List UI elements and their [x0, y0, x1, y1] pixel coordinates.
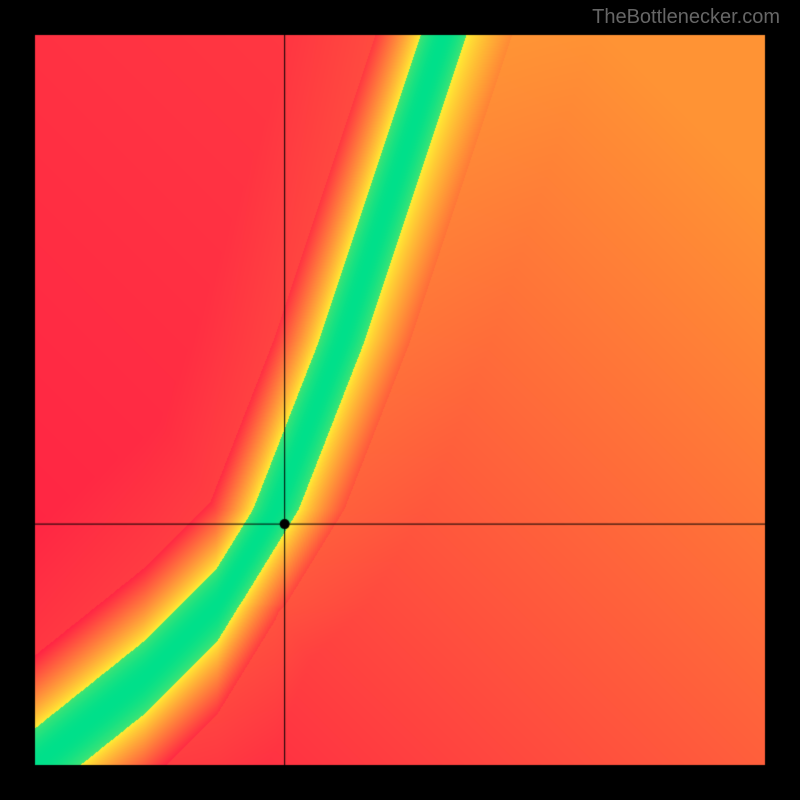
- chart-container: TheBottlenecker.com: [0, 0, 800, 800]
- heatmap-canvas: [0, 0, 800, 800]
- watermark-text: TheBottlenecker.com: [592, 6, 780, 29]
